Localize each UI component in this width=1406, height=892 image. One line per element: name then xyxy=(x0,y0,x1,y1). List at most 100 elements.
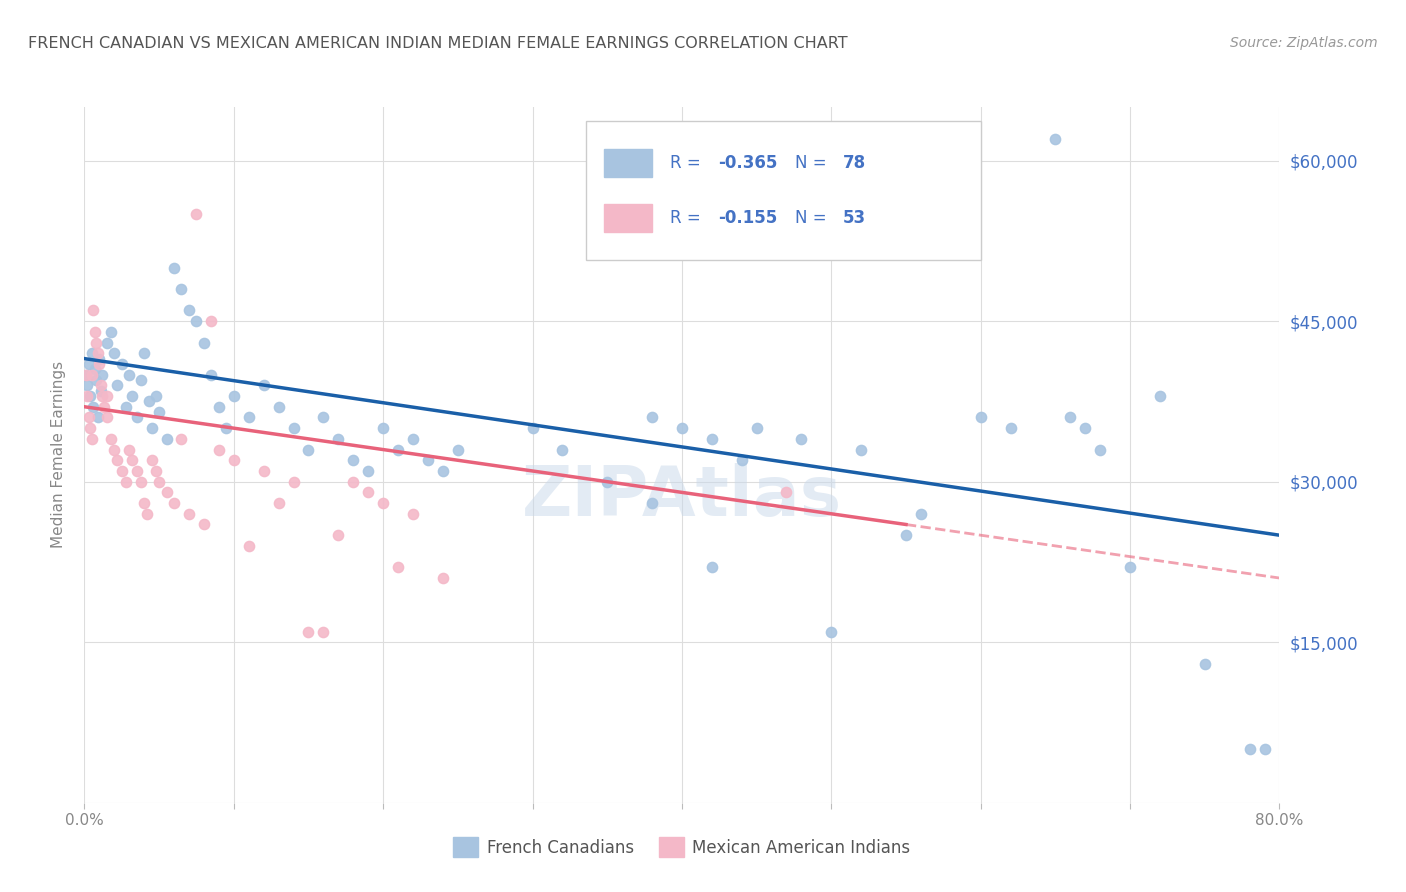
Point xyxy=(82,400,104,414)
Point xyxy=(596,475,619,489)
Point xyxy=(115,475,138,489)
Point xyxy=(186,207,208,221)
Point xyxy=(551,442,574,457)
Point xyxy=(970,410,993,425)
Point xyxy=(267,496,290,510)
Point xyxy=(118,368,141,382)
Text: 53: 53 xyxy=(844,210,866,227)
Point xyxy=(342,453,364,467)
Point xyxy=(155,485,177,500)
Point xyxy=(91,389,114,403)
Point xyxy=(138,394,160,409)
Point xyxy=(177,507,200,521)
Point xyxy=(125,464,148,478)
Point xyxy=(1000,421,1022,435)
Point xyxy=(193,335,215,350)
Point xyxy=(373,496,395,510)
FancyBboxPatch shape xyxy=(605,149,652,177)
Point xyxy=(222,389,245,403)
Point xyxy=(671,421,693,435)
Point xyxy=(145,464,167,478)
Point xyxy=(96,410,118,425)
Point xyxy=(75,368,97,382)
Point xyxy=(121,389,143,403)
Text: 78: 78 xyxy=(844,153,866,171)
Point xyxy=(328,432,350,446)
Point xyxy=(111,357,134,371)
Point xyxy=(820,624,842,639)
Text: FRENCH CANADIAN VS MEXICAN AMERICAN INDIAN MEDIAN FEMALE EARNINGS CORRELATION CH: FRENCH CANADIAN VS MEXICAN AMERICAN INDI… xyxy=(28,36,848,51)
Point xyxy=(253,464,276,478)
Point xyxy=(1194,657,1216,671)
Point xyxy=(163,260,186,275)
Point xyxy=(1119,560,1142,574)
Point xyxy=(136,507,159,521)
Point xyxy=(238,410,260,425)
Point xyxy=(83,325,105,339)
Text: R =: R = xyxy=(671,153,706,171)
Point xyxy=(910,507,932,521)
Point xyxy=(86,373,108,387)
Point xyxy=(357,464,380,478)
Point xyxy=(83,362,105,376)
Point xyxy=(89,351,111,366)
Point xyxy=(91,368,114,382)
Point xyxy=(80,368,103,382)
Point xyxy=(238,539,260,553)
Point xyxy=(163,496,186,510)
Point xyxy=(148,405,170,419)
Point xyxy=(208,400,231,414)
Point xyxy=(222,453,245,467)
Point xyxy=(387,560,409,574)
Point xyxy=(80,346,103,360)
Point xyxy=(76,389,98,403)
Point xyxy=(215,421,238,435)
Point xyxy=(312,624,335,639)
Point xyxy=(1090,442,1112,457)
Point xyxy=(115,400,138,414)
Text: -0.155: -0.155 xyxy=(718,210,778,227)
Point xyxy=(312,410,335,425)
Point xyxy=(129,373,152,387)
Point xyxy=(155,432,177,446)
Point xyxy=(82,303,104,318)
Point xyxy=(105,378,128,392)
Point xyxy=(283,475,305,489)
Text: -0.365: -0.365 xyxy=(718,153,778,171)
Point xyxy=(77,357,100,371)
Point xyxy=(96,389,118,403)
Point xyxy=(90,384,112,398)
Point xyxy=(297,442,319,457)
Point xyxy=(700,560,723,574)
Text: Source: ZipAtlas.com: Source: ZipAtlas.com xyxy=(1230,36,1378,50)
Point xyxy=(432,571,454,585)
Point xyxy=(432,464,454,478)
Point xyxy=(200,314,222,328)
Point xyxy=(283,421,305,435)
Point xyxy=(641,496,664,510)
Point xyxy=(103,442,125,457)
Point xyxy=(141,453,163,467)
Point xyxy=(145,389,167,403)
Point xyxy=(402,507,425,521)
Point xyxy=(79,389,101,403)
Point xyxy=(1074,421,1097,435)
Text: R =: R = xyxy=(671,210,706,227)
Point xyxy=(522,421,544,435)
Point xyxy=(297,624,319,639)
Point xyxy=(170,432,193,446)
Point xyxy=(267,400,290,414)
Point xyxy=(86,335,108,350)
Point xyxy=(132,346,156,360)
Point xyxy=(129,475,152,489)
Point xyxy=(641,410,664,425)
Point xyxy=(89,357,111,371)
Point xyxy=(111,464,134,478)
Point xyxy=(118,442,141,457)
Point xyxy=(1149,389,1171,403)
Point xyxy=(177,303,200,318)
Point xyxy=(851,442,873,457)
Point xyxy=(100,325,122,339)
Point xyxy=(103,346,125,360)
Text: N =: N = xyxy=(796,210,832,227)
